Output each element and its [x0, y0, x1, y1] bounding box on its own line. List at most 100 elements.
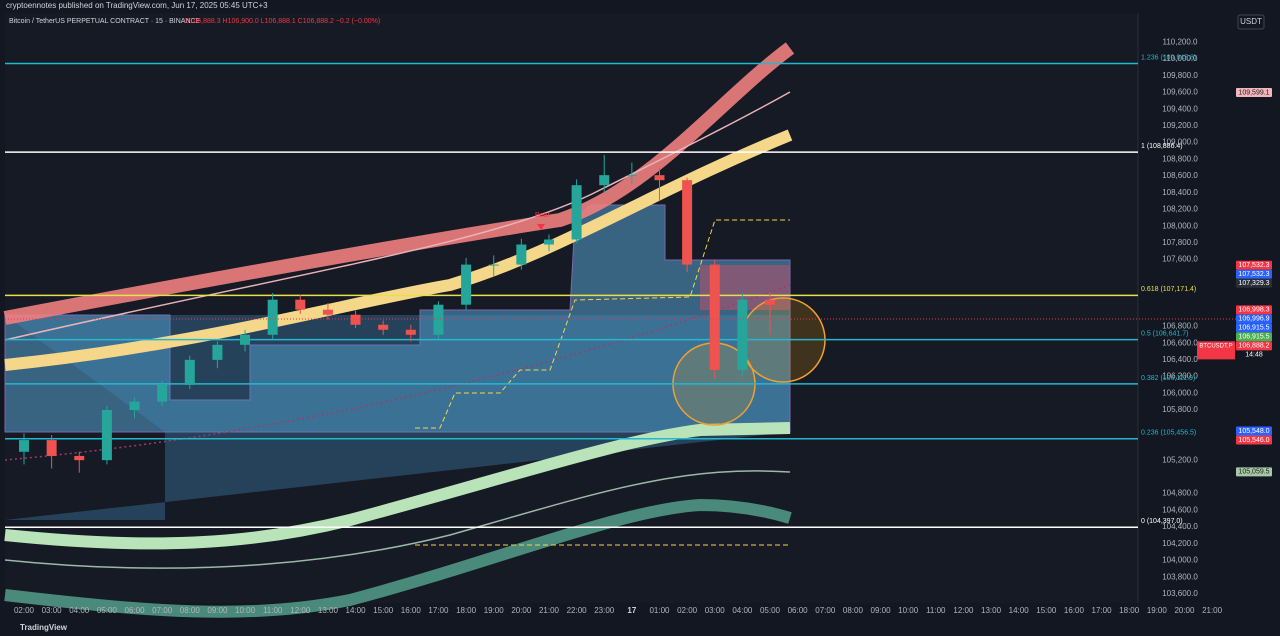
price-tag	[1236, 88, 1272, 98]
time-tick-label: 17	[627, 606, 636, 615]
price-tick-label: 110,200.0	[1163, 37, 1199, 46]
price-tag-label: 105,546.0	[1238, 437, 1269, 444]
time-tick-label: 15:00	[1036, 606, 1057, 615]
time-tick-label: 08:00	[843, 606, 864, 615]
time-tick-label: 20:00	[1174, 606, 1195, 615]
candle-body	[543, 239, 554, 245]
price-tag	[1236, 323, 1272, 333]
time-tick-label: 14:00	[346, 606, 367, 615]
candle-body	[433, 304, 444, 335]
candle-body	[157, 384, 168, 402]
candles	[19, 155, 776, 473]
candle-body	[654, 175, 665, 181]
price-tag-label: 106,998.3	[1238, 307, 1269, 314]
candle-body	[709, 264, 720, 370]
price-tick-label: 106,200.0	[1162, 372, 1198, 381]
candle-body	[571, 185, 582, 240]
fib-label: 0.5 (106,641.7)	[1141, 331, 1188, 338]
time-tick-label: 03:00	[42, 606, 63, 615]
time-tick-label: 19:00	[484, 606, 505, 615]
fib-label: 0.236 (105,456.5)	[1141, 430, 1196, 437]
time-tick-label: 03:00	[705, 606, 726, 615]
time-tick-label: 19:00	[1147, 606, 1168, 615]
candle-body	[240, 334, 251, 345]
time-tick-label: 13:00	[981, 606, 1002, 615]
time-tick-label: 11:00	[263, 606, 283, 615]
bear-marker	[537, 224, 545, 230]
candle-body	[488, 264, 499, 266]
price-tick-label: 103,800.0	[1162, 572, 1198, 581]
candle-body	[405, 329, 416, 335]
time-tick-label: 01:00	[649, 606, 670, 615]
cloud-lower	[5, 315, 790, 520]
time-tick-label: 18:00	[1119, 606, 1140, 615]
time-tick-label: 11:00	[926, 606, 946, 615]
price-tick-label: 107,800.0	[1162, 238, 1198, 247]
time-tick-label: 12:00	[290, 606, 311, 615]
candle-body	[516, 244, 527, 265]
publisher: cryptoennotes published on TradingView.c…	[6, 1, 268, 10]
price-tick-label: 104,200.0	[1162, 539, 1198, 548]
price-tag-label: 105,059.5	[1238, 469, 1269, 476]
candle-body	[129, 401, 140, 410]
price-tick-label: 106,600.0	[1162, 338, 1198, 347]
indicators	[3, 42, 826, 618]
time-tick-label: 16:00	[1064, 606, 1085, 615]
time-tick-label: 02:00	[677, 606, 698, 615]
candle-body	[461, 264, 472, 305]
price-tick-label: 104,400.0	[1162, 522, 1198, 531]
price-tick-label: 103,600.0	[1162, 589, 1198, 598]
price-tag-label: 106,888.2	[1238, 343, 1269, 350]
mid-band	[4, 129, 793, 371]
fib-label: 0.382 (106,111.9)	[1141, 375, 1195, 382]
lower-band	[4, 422, 791, 550]
candle-body	[765, 299, 776, 305]
candle-body	[295, 299, 306, 310]
time-tick-label: 10:00	[235, 606, 256, 615]
upper-band	[3, 42, 795, 325]
price-tick-label: 109,000.0	[1162, 138, 1198, 147]
price-tick-label: 110,000.0	[1163, 54, 1199, 63]
price-tag	[1236, 467, 1272, 477]
symbol: Bitcoin / TetherUS PERPETUAL CONTRACT · …	[9, 18, 201, 25]
fib-label: 0.618 (107,171.4)	[1141, 286, 1196, 293]
price-tick-label: 106,800.0	[1162, 322, 1198, 331]
candle-body	[682, 180, 693, 265]
price-tag-label: 106,915.5	[1238, 325, 1269, 332]
time-tick-label: 04:00	[732, 606, 753, 615]
lower-line	[4, 470, 791, 569]
price-tick-label: 109,200.0	[1162, 121, 1198, 130]
price-tag	[1236, 341, 1272, 351]
cloud	[4, 204, 791, 433]
symbol-label: BTCUSDT.P	[1199, 343, 1232, 349]
currency-box	[1237, 14, 1265, 30]
price-tick-label: 109,400.0	[1162, 104, 1198, 113]
candle-body	[737, 299, 748, 370]
candle-body	[599, 175, 610, 186]
price-tick-label: 108,600.0	[1162, 171, 1198, 180]
price-tick-label: 106,400.0	[1162, 355, 1198, 364]
time-tick-label: 09:00	[871, 606, 892, 615]
price-tick-label: 108,400.0	[1162, 188, 1198, 197]
time-tick-label: 07:00	[152, 606, 173, 615]
candle-body	[101, 410, 112, 461]
time-tick-label: 14:00	[1009, 606, 1030, 615]
currency: USDT	[1240, 17, 1262, 26]
time-tick-label: 09:00	[207, 606, 228, 615]
symbol-tag	[1197, 341, 1235, 360]
candle-body	[350, 314, 361, 325]
time-tick-label: 23:00	[594, 606, 615, 615]
price-tag-label: 106,996.9	[1238, 316, 1269, 323]
price-tick-label: 105,800.0	[1162, 405, 1198, 414]
price-tag	[1236, 269, 1272, 279]
price-tick-label: 108,800.0	[1162, 154, 1198, 163]
dashed-line	[415, 219, 790, 429]
time-tick-label: 12:00	[953, 606, 974, 615]
price-tick-label: 109,800.0	[1162, 71, 1198, 80]
candle-body	[74, 455, 85, 461]
price-tick-label: 109,600.0	[1162, 88, 1198, 97]
candle-body	[212, 344, 223, 360]
candle-body	[46, 440, 57, 456]
ohlc: O106,888.3 H106,900.0 L106,888.1 C106,88…	[184, 18, 380, 25]
